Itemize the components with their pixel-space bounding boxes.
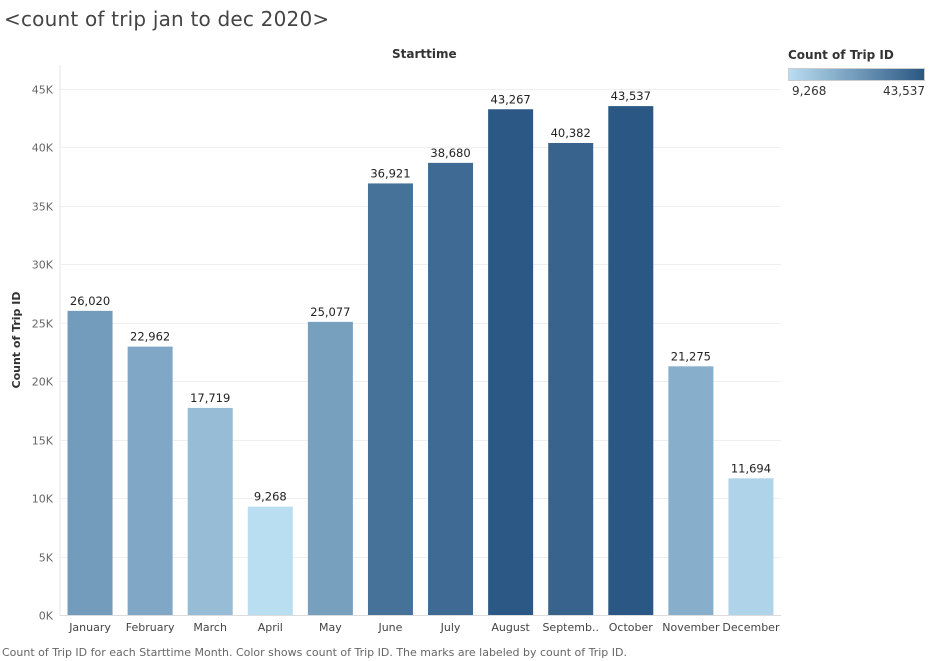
x-tick-label: July: [440, 621, 461, 634]
legend-gradient: [788, 68, 925, 81]
bar-value-label: 43,267: [491, 92, 531, 106]
y-tick-label: 40K: [32, 142, 54, 155]
bar-6[interactable]: [428, 162, 474, 615]
y-tick-label: 0K: [39, 610, 54, 623]
x-tick-label: December: [722, 621, 780, 634]
bar-value-label: 11,694: [731, 461, 771, 475]
column-header: Starttime: [392, 47, 457, 61]
x-tick-label: November: [662, 621, 720, 634]
x-tick-label: January: [68, 621, 111, 634]
y-tick-label: 35K: [32, 201, 54, 214]
legend-max-label: 43,537: [883, 84, 925, 98]
bar-value-label: 9,268: [254, 490, 287, 504]
bar-5[interactable]: [367, 183, 413, 615]
legend-min-label: 9,268: [792, 84, 827, 98]
bar-value-label: 17,719: [190, 391, 230, 405]
bar-value-label: 36,921: [370, 166, 410, 180]
bar-3[interactable]: [247, 506, 293, 615]
bar-9[interactable]: [608, 106, 654, 616]
bar-1[interactable]: [127, 346, 173, 615]
bar-value-label: 43,537: [611, 89, 651, 103]
y-tick-label: 25K: [32, 318, 54, 331]
bar-2[interactable]: [187, 407, 233, 615]
bar-value-label: 40,382: [551, 126, 591, 140]
bar-value-label: 26,020: [70, 294, 110, 308]
bar-7[interactable]: [488, 109, 534, 616]
bar-value-label: 21,275: [671, 349, 711, 363]
bar-value-label: 22,962: [130, 330, 170, 344]
x-tick-label: October: [609, 621, 653, 634]
bar-10[interactable]: [668, 366, 714, 615]
bar-0[interactable]: [67, 310, 113, 615]
bar-value-label: 38,680: [430, 146, 470, 160]
bar-4[interactable]: [307, 321, 353, 615]
color-legend[interactable]: Count of Trip ID 9,268 43,537: [788, 48, 928, 98]
y-tick-label: 45K: [32, 84, 54, 97]
bar-11[interactable]: [728, 478, 774, 615]
bar-8[interactable]: [548, 142, 594, 615]
y-tick-label: 20K: [32, 376, 54, 389]
x-tick-label: August: [491, 621, 530, 634]
legend-title: Count of Trip ID: [788, 48, 894, 62]
x-tick-label: February: [126, 621, 175, 634]
bar-value-label: 25,077: [310, 305, 350, 319]
x-tick-label: June: [377, 621, 402, 634]
y-tick-label: 5K: [39, 552, 54, 565]
y-axis-title: Count of Trip ID: [10, 292, 23, 389]
x-tick-label: March: [193, 621, 227, 634]
y-tick-label: 30K: [32, 259, 54, 272]
y-tick-label: 15K: [32, 435, 54, 448]
x-tick-label: May: [319, 621, 342, 634]
chart-title: <count of trip jan to dec 2020>: [4, 7, 330, 31]
x-tick-label: Septemb..: [542, 621, 599, 634]
chart-caption: Count of Trip ID for each Starttime Mont…: [2, 646, 627, 659]
y-tick-label: 10K: [32, 493, 54, 506]
x-tick-label: April: [258, 621, 283, 634]
